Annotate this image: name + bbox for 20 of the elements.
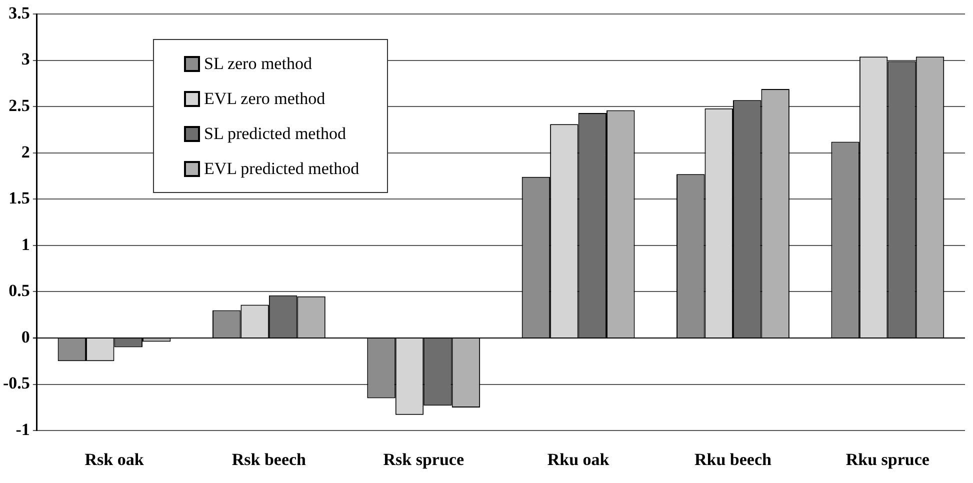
- x-tick-label: Rku spruce: [846, 450, 930, 470]
- y-tick-label: 1.5: [8, 188, 30, 208]
- y-tick-label: -1: [16, 420, 30, 439]
- x-tick-label: Rsk beech: [232, 450, 307, 470]
- y-tick-label: 1: [21, 234, 30, 254]
- y-tick-label: 3.5: [8, 3, 30, 22]
- x-tick-label: Rku oak: [547, 450, 610, 470]
- y-tick-label: 2: [21, 142, 30, 162]
- y-tick-label: -0.5: [2, 374, 30, 393]
- legend-label: EVL zero method: [204, 88, 326, 108]
- y-tick-label: 2.5: [8, 96, 30, 115]
- x-tick-label: Rsk oak: [84, 450, 144, 470]
- legend-label: SL zero method: [204, 54, 312, 74]
- legend-label: EVL predicted method: [204, 158, 360, 178]
- x-tick-label: Rsk spruce: [383, 450, 464, 470]
- y-tick-label: 3: [21, 50, 30, 69]
- y-tick-label: 0.5: [8, 281, 30, 300]
- x-tick-label: Rku beech: [694, 450, 772, 470]
- y-tick-label: 0: [21, 327, 30, 346]
- legend-label: SL predicted method: [204, 124, 346, 144]
